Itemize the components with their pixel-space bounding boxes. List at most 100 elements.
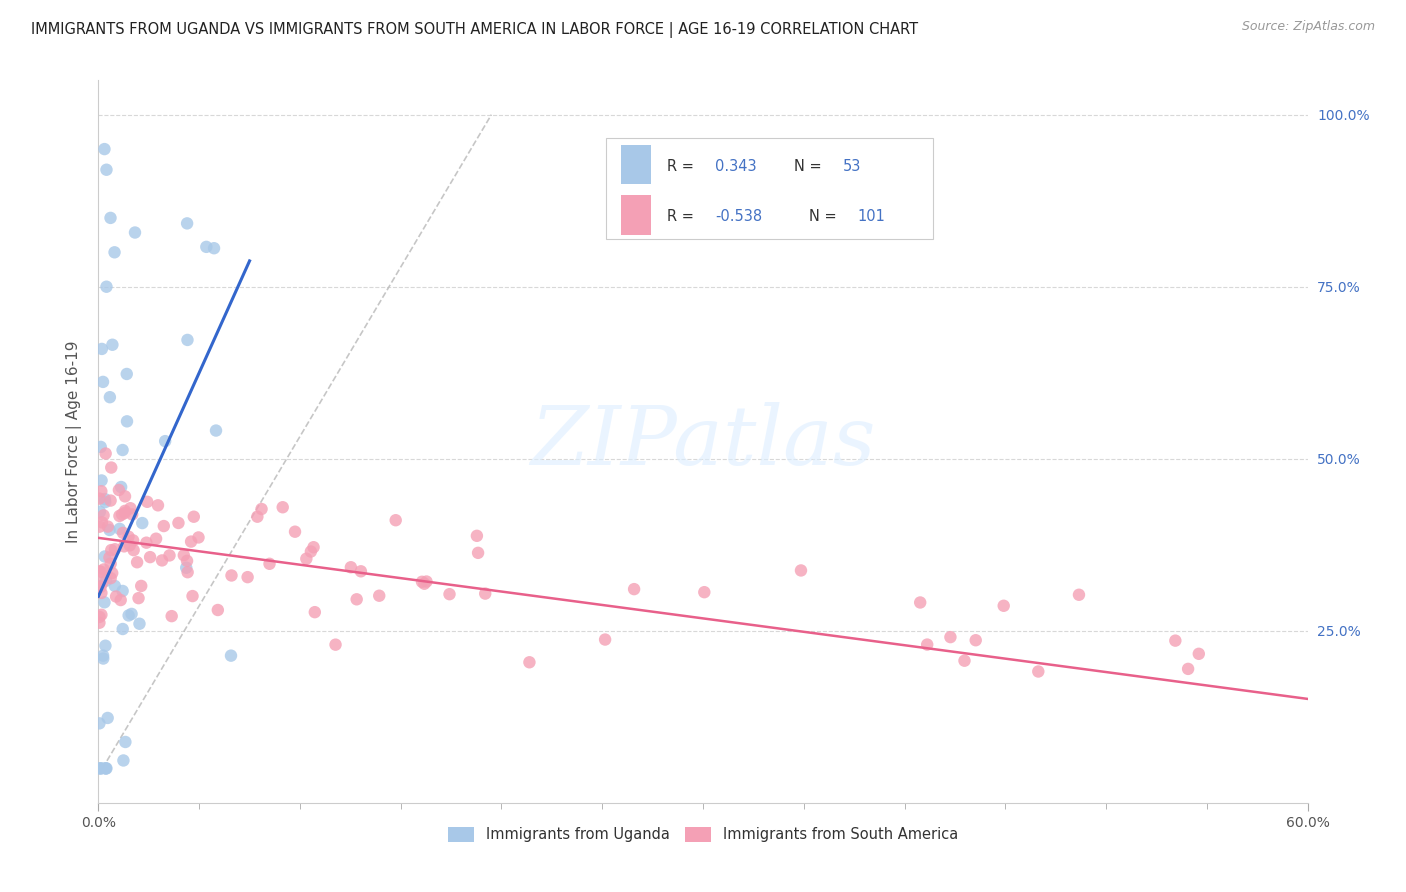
Point xyxy=(384,513,406,527)
Point xyxy=(96,162,118,177)
Point xyxy=(135,535,157,549)
Point xyxy=(90,440,112,454)
Point xyxy=(1026,665,1049,679)
Point xyxy=(97,519,120,533)
Point xyxy=(236,570,259,584)
Point xyxy=(93,508,115,523)
Point xyxy=(100,571,122,585)
Point xyxy=(304,605,326,619)
Point xyxy=(250,502,273,516)
Point xyxy=(173,548,195,562)
Point xyxy=(94,446,117,460)
Point xyxy=(118,538,141,552)
Point xyxy=(117,530,139,544)
Point xyxy=(465,529,488,543)
Point xyxy=(101,566,124,580)
Point xyxy=(965,633,987,648)
Point xyxy=(271,500,294,515)
Point xyxy=(96,574,118,588)
Point xyxy=(790,564,813,578)
Point xyxy=(131,516,153,530)
Point xyxy=(953,654,976,668)
Point xyxy=(114,489,136,503)
Point xyxy=(89,491,111,506)
Point xyxy=(299,544,322,558)
Point xyxy=(908,595,931,609)
Text: R =: R = xyxy=(666,159,699,174)
Point xyxy=(114,506,136,520)
Point xyxy=(915,638,938,652)
Point xyxy=(89,565,111,579)
Point xyxy=(207,603,229,617)
Point xyxy=(205,424,228,438)
Point xyxy=(146,498,169,512)
Text: N =: N = xyxy=(793,159,825,174)
Point xyxy=(139,550,162,565)
Point xyxy=(94,495,117,509)
Point xyxy=(94,639,117,653)
Point xyxy=(108,522,131,536)
Point xyxy=(111,508,134,522)
Point xyxy=(91,516,114,530)
Point xyxy=(176,565,198,579)
Point xyxy=(110,593,132,607)
Point xyxy=(150,553,173,567)
Point xyxy=(439,587,461,601)
Point xyxy=(112,754,135,768)
Point xyxy=(98,523,121,537)
Point xyxy=(89,579,111,593)
Point xyxy=(110,480,132,494)
Point xyxy=(623,582,645,596)
Point xyxy=(993,599,1015,613)
Point xyxy=(115,367,138,381)
Point xyxy=(117,608,139,623)
Point xyxy=(93,562,115,576)
Point xyxy=(100,557,122,571)
Point xyxy=(100,543,122,558)
Point xyxy=(94,761,117,775)
Point xyxy=(153,434,176,449)
Point xyxy=(474,586,496,600)
Point xyxy=(176,554,198,568)
Point xyxy=(89,610,111,624)
Point xyxy=(181,589,204,603)
Point xyxy=(96,279,118,293)
Point xyxy=(176,216,198,230)
Point xyxy=(114,735,136,749)
Point xyxy=(100,460,122,475)
Text: ZIPatlas: ZIPatlas xyxy=(530,401,876,482)
Point xyxy=(89,519,111,533)
Point xyxy=(90,342,112,356)
Point xyxy=(346,592,368,607)
Point xyxy=(1067,588,1090,602)
Point xyxy=(122,533,145,548)
Point xyxy=(105,590,128,604)
Point xyxy=(89,615,111,630)
Point xyxy=(1164,633,1187,648)
Point xyxy=(90,474,112,488)
Point xyxy=(93,595,115,609)
Text: N =: N = xyxy=(810,210,842,225)
Point xyxy=(259,557,281,571)
Point xyxy=(108,508,131,523)
Point xyxy=(180,534,202,549)
Point xyxy=(159,549,181,563)
Point xyxy=(160,609,183,624)
Point xyxy=(187,531,209,545)
Point xyxy=(94,492,117,507)
Legend: Immigrants from Uganda, Immigrants from South America: Immigrants from Uganda, Immigrants from … xyxy=(441,819,965,850)
Point xyxy=(91,575,114,590)
Point xyxy=(91,648,114,663)
Point xyxy=(284,524,307,539)
Point xyxy=(174,560,197,574)
Point xyxy=(350,564,373,578)
Point xyxy=(368,589,391,603)
Point xyxy=(1177,662,1199,676)
Point xyxy=(111,622,134,636)
Point xyxy=(124,226,146,240)
Point xyxy=(90,761,112,775)
Text: -0.538: -0.538 xyxy=(716,210,762,225)
Point xyxy=(127,555,149,569)
Point xyxy=(111,443,134,458)
Point xyxy=(325,638,347,652)
